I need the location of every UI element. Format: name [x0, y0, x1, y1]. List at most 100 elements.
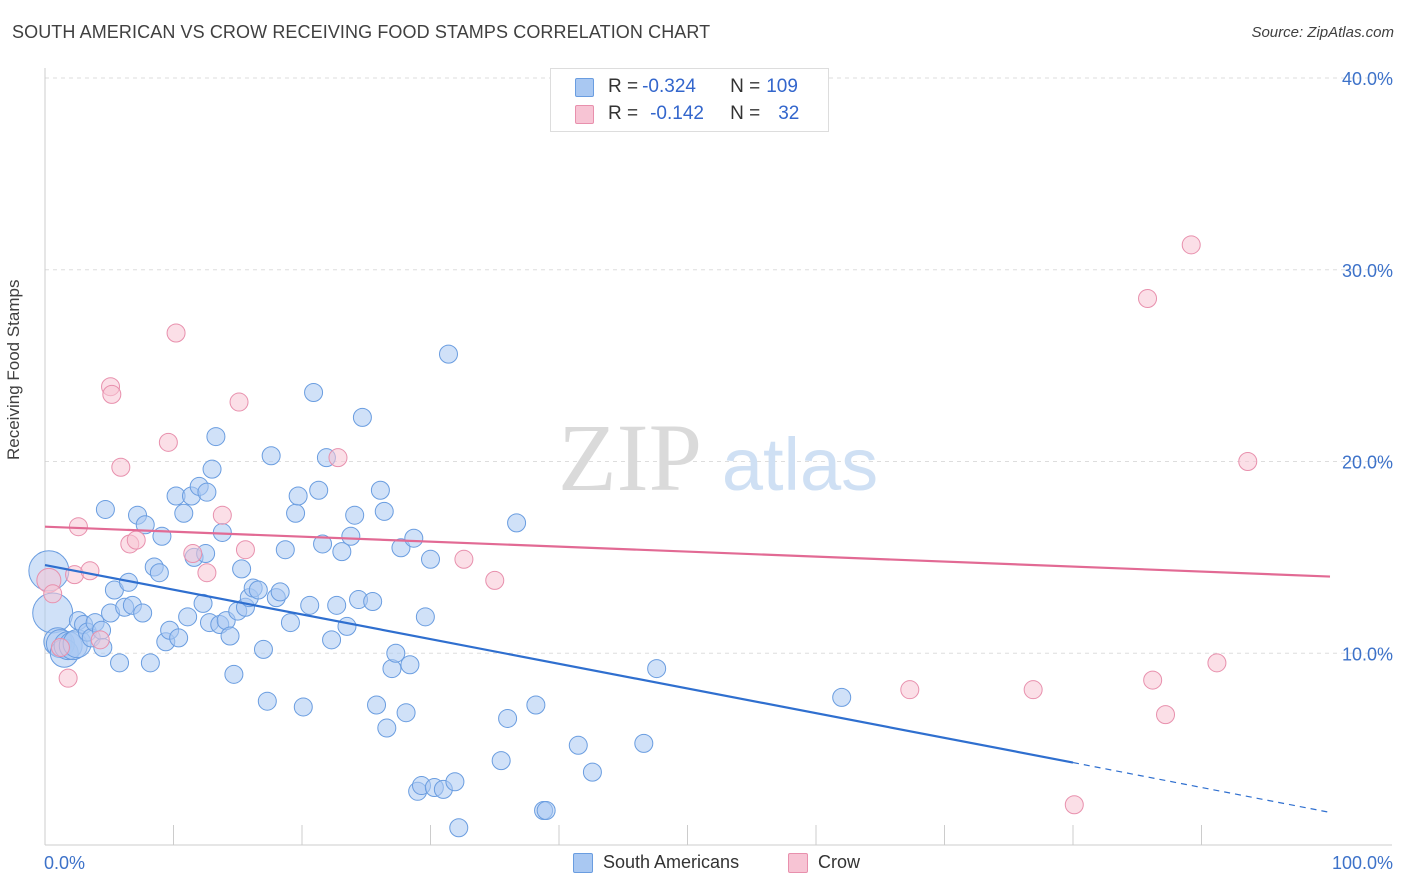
- data-point: [257, 691, 277, 711]
- data-point: [1138, 289, 1158, 309]
- data-point: [43, 584, 63, 604]
- y-axis-label: Receiving Food Stamps: [4, 279, 23, 460]
- data-point: [400, 655, 420, 675]
- data-point: [832, 687, 852, 707]
- stats-legend-row-south-americans: R = -0.324 N = 109: [575, 75, 798, 99]
- data-point: [280, 613, 300, 633]
- data-point: [327, 595, 347, 615]
- data-point: [1064, 795, 1084, 815]
- data-point: [415, 607, 435, 627]
- data-point: [377, 718, 397, 738]
- legend-swatch-pink: [575, 104, 594, 124]
- data-point: [341, 526, 361, 546]
- trend-lines: [44, 525, 1331, 813]
- watermark: ZIP atlas: [558, 404, 878, 511]
- data-point: [90, 630, 110, 650]
- data-point: [304, 382, 324, 402]
- r-value: -0.142: [650, 103, 704, 124]
- x-tick-label: 100.0%: [1332, 853, 1393, 873]
- n-label: N =: [730, 76, 761, 97]
- data-point: [261, 446, 281, 466]
- data-point: [300, 595, 320, 615]
- data-point: [374, 501, 394, 521]
- chart-title: SOUTH AMERICAN VS CROW RECEIVING FOOD ST…: [12, 22, 711, 42]
- data-point: [647, 659, 667, 679]
- stats-legend: R = -0.324 N = 109 R = -0.142 N = 32: [550, 68, 829, 132]
- data-point: [197, 563, 217, 583]
- stats-legend-row-crow: R = -0.142 N = 32: [575, 102, 799, 126]
- r-value: -0.324: [642, 76, 696, 97]
- data-point: [900, 680, 920, 700]
- data-point: [454, 549, 474, 569]
- data-point: [293, 697, 313, 717]
- tick-labels: 10.0% 20.0% 30.0% 40.0% 0.0% 100.0%: [44, 69, 1393, 873]
- data-point: [421, 549, 440, 569]
- data-point: [328, 448, 348, 468]
- data-point: [178, 607, 198, 627]
- data-point: [253, 639, 273, 659]
- data-point: [197, 482, 217, 502]
- data-point: [166, 323, 186, 343]
- data-point: [135, 515, 155, 535]
- data-point: [363, 591, 383, 611]
- data-point: [1238, 452, 1258, 471]
- y-tick-label: 30.0%: [1342, 261, 1393, 281]
- legend-swatch-pink: [788, 852, 808, 873]
- data-point: [110, 653, 130, 673]
- trend-line-extension: [1072, 761, 1331, 813]
- data-point: [80, 561, 100, 581]
- data-point: [229, 392, 249, 412]
- data-point: [235, 540, 255, 560]
- axes: [44, 68, 1392, 846]
- data-point: [332, 542, 352, 562]
- watermark-atlas: atlas: [722, 423, 878, 506]
- legend-swatch-blue: [575, 77, 594, 97]
- data-point: [1143, 670, 1163, 690]
- legend-item-crow[interactable]: Crow: [788, 852, 860, 873]
- legend-item-south-americans[interactable]: South Americans: [573, 852, 739, 873]
- data-point: [174, 503, 194, 523]
- data-point: [386, 643, 406, 663]
- data-point: [149, 563, 169, 583]
- data-point: [183, 544, 203, 564]
- n-value: 32: [778, 103, 800, 124]
- data-point: [370, 480, 390, 500]
- legend-label: Crow: [818, 852, 861, 872]
- watermark-zip: ZIP: [558, 404, 702, 511]
- data-point: [367, 695, 387, 715]
- series-south-americans: [28, 344, 852, 838]
- data-point: [1156, 705, 1176, 725]
- data-point: [224, 664, 244, 684]
- legend-swatch-blue: [573, 852, 593, 873]
- y-tick-label: 20.0%: [1342, 453, 1393, 473]
- data-point: [102, 384, 122, 404]
- data-point: [445, 772, 465, 792]
- y-tick-label: 40.0%: [1342, 69, 1393, 89]
- data-point: [212, 505, 232, 525]
- data-point: [313, 534, 333, 554]
- data-point: [391, 538, 411, 558]
- data-point: [1181, 235, 1201, 255]
- data-point: [275, 540, 295, 560]
- data-point: [286, 503, 306, 523]
- data-point: [498, 708, 518, 728]
- r-label: R =: [608, 76, 639, 97]
- data-point: [582, 762, 602, 782]
- data-point: [1023, 680, 1043, 700]
- data-point: [396, 703, 416, 723]
- data-point: [507, 513, 527, 533]
- data-point: [1207, 653, 1227, 673]
- legend-label: South Americans: [603, 852, 740, 872]
- data-point: [140, 653, 160, 673]
- data-point: [345, 505, 365, 525]
- data-point: [309, 480, 329, 500]
- data-point: [352, 407, 372, 427]
- data-point: [169, 628, 189, 648]
- data-point: [248, 580, 268, 600]
- data-point: [491, 751, 511, 771]
- data-point: [126, 530, 146, 550]
- data-point: [404, 528, 424, 548]
- data-point: [449, 818, 469, 838]
- trend-line: [44, 563, 1074, 764]
- data-point: [232, 559, 252, 579]
